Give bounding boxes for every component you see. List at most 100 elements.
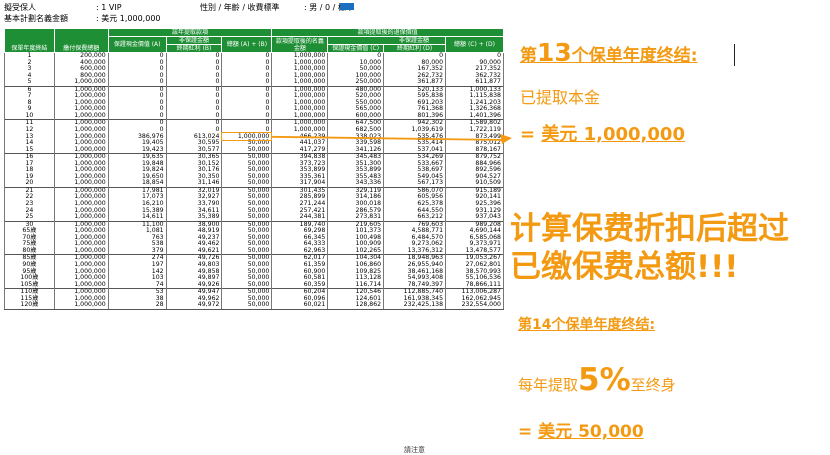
yearly-amount: = 美元 50,000 <box>518 422 644 442</box>
table-cell: 50,000 <box>221 194 273 202</box>
table-cell: 989,208 <box>445 220 504 229</box>
illustration-panel: 擬受保人 : 1 VIP 性別 / 年齡 / 收費標準 : 男 / 0 / 標準… <box>4 2 506 310</box>
table-cell: 394,838 <box>271 153 329 161</box>
table-cell: 1,000,000 <box>53 153 109 161</box>
table-row: 19 1,000,000 19,650 30,350 50,000 335,361 355,… <box>4 173 504 181</box>
table-row: 21 1,000,000 17,981 32,019 50,000 301,435 329,… <box>4 186 504 195</box>
table-cell: 0 <box>445 52 504 60</box>
table-cell: 0 <box>221 72 273 80</box>
table-cell: 120歲 <box>4 301 55 310</box>
table-cell: 892,596 <box>445 167 504 174</box>
table-cell: 1,000,000 <box>271 78 329 87</box>
table-row: 25 1,000,000 14,611 35,389 50,000 244,381 273,… <box>4 213 504 222</box>
table-cell: 1,000,000 <box>53 106 109 113</box>
insured-label: 擬受保人 <box>4 3 36 12</box>
table-cell: 285,899 <box>271 194 329 202</box>
table-cell: 1,000,000 <box>53 295 109 303</box>
table-cell: 1,000,000 <box>53 207 109 215</box>
table-cell: 62,963 <box>271 247 329 255</box>
table-cell: 50,000 <box>221 146 273 154</box>
table-cell: 1,000,000 <box>53 173 109 181</box>
table-cell: 1,000,000 <box>53 281 109 289</box>
table-row: 115歲 1,000,000 38 49,962 50,000 60,096 124,601… <box>4 295 504 303</box>
table-row: 80歲 1,000,000 379 49,621 50,000 62,963 102,265… <box>4 247 504 255</box>
table-cell: 1,000,000 <box>53 268 109 276</box>
table-cell: 50,000 <box>221 186 273 195</box>
table-cell: 90,000 <box>445 59 504 67</box>
table-cell: 884,966 <box>445 160 504 168</box>
table-cell: 1,000,000 <box>53 234 109 242</box>
table-cell: 1,000,000 <box>53 220 109 229</box>
table-cell: 1,000,000 <box>271 119 329 128</box>
table-row: 30 1,000,000 11,100 38,900 50,000 189,740 219,… <box>4 220 504 229</box>
gender-value: : 男 / 0 / 標準 <box>304 3 354 12</box>
table-cell: 1,000,000 <box>53 160 109 168</box>
col-cash-c: 保證現金價值 (C) <box>327 44 385 53</box>
table-cell: 600,000 <box>53 66 109 73</box>
table-cell: 0 <box>107 119 167 128</box>
table-cell: 162,062,945 <box>445 295 504 303</box>
table-cell: 1,000,000 <box>271 59 329 67</box>
table-cell: 50,000 <box>221 180 273 188</box>
table-cell: 0 <box>221 106 273 113</box>
col-premium: 繳付保費總額 <box>53 28 109 53</box>
table-row: 12 1,000,000 0 0 0 1,000,000 682,500 1,039,619 1… <box>4 126 504 134</box>
table-cell: 0 <box>165 119 223 128</box>
table-cell: 0 <box>221 126 273 134</box>
principal-amount: = 美元 1,000,000 <box>520 124 685 145</box>
table-cell: 271,244 <box>271 200 329 208</box>
table-cell: 78,866,111 <box>445 281 504 289</box>
table-cell: 317,904 <box>271 180 329 188</box>
table-cell: 400,000 <box>53 59 109 67</box>
table-cell: 301,435 <box>271 186 329 195</box>
text-cursor <box>734 44 735 66</box>
insured-value: : 1 VIP <box>96 3 122 12</box>
table-cell: 257,421 <box>271 207 329 215</box>
col-total-ab: 總額 (A) + (B) <box>221 36 273 53</box>
table-cell: 232,425,138 <box>383 301 447 310</box>
table-cell: 60,581 <box>271 274 329 282</box>
col-bonus-b: 終期紅利 (B) <box>165 44 223 53</box>
table-row: 16 1,000,000 19,635 30,365 50,000 394,838 345,… <box>4 153 504 161</box>
table-cell: 50,000 <box>221 167 273 174</box>
table-cell: 50,000 <box>221 207 273 215</box>
table-cell: 232,554,000 <box>445 301 504 310</box>
table-row: 100歲 1,000,000 103 49,897 50,000 60,581 113,12… <box>4 274 504 282</box>
table-cell: 1,401,396 <box>445 112 504 120</box>
table-cell: 1,000,000 <box>53 180 109 188</box>
ng-after: 非保證金額 <box>327 36 447 45</box>
table-cell: 1,000,000 <box>53 93 109 100</box>
table-row: 105歲 1,000,000 74 49,926 50,000 60,359 116,714… <box>4 281 504 289</box>
table-cell: 925,396 <box>445 200 504 208</box>
yearly-withdrawal-text: 每年提取5%至终身 <box>518 362 676 398</box>
headline: 计算保费折扣后超过 已缴保费总额!!! <box>510 211 789 285</box>
sum-value: : 美元 1,000,000 <box>96 14 161 23</box>
table-row: 5 1,000,000 0 0 0 1,000,000 250,000 361,877 611,… <box>4 78 504 87</box>
table-cell: 4,690,144 <box>445 228 504 235</box>
table-row: 22 1,000,000 17,073 32,927 50,000 285,899 314,… <box>4 194 504 202</box>
table-row: 3 600,000 0 0 0 1,000,000 50,000 167,352 217,352 <box>4 66 504 73</box>
table-cell: 50,000 <box>221 220 273 229</box>
table-cell: 1,000,000 <box>53 119 109 128</box>
table-row: 23 1,000,000 16,210 33,790 50,000 271,244 300,… <box>4 200 504 208</box>
table-row: 75歲 1,000,000 538 49,462 50,000 64,333 100,909… <box>4 241 504 248</box>
table-cell: 64,333 <box>271 241 329 248</box>
table-cell: 1,000,000 <box>53 247 109 255</box>
table-cell: 0 <box>107 85 167 94</box>
table-cell: 1,000,000 <box>53 274 109 282</box>
table-cell: 60,096 <box>271 295 329 303</box>
col-nominal: 款項提取後的名義金額 <box>271 36 329 53</box>
table-cell: 915,189 <box>445 186 504 195</box>
table-cell: 0 <box>107 78 167 87</box>
table-row: 2 400,000 0 0 0 1,000,000 10,000 80,000 90,000 <box>4 59 504 67</box>
table-cell: 1,000,000 <box>53 261 109 269</box>
table-cell: 50,000 <box>221 268 273 276</box>
table-cell: 13,478,577 <box>445 247 504 255</box>
ng-before: 非保證金額 <box>165 36 223 45</box>
table-cell: 0 <box>165 112 223 120</box>
table-row: 120歲 1,000,000 28 49,972 50,000 60,021 128,862… <box>4 301 504 310</box>
table-cell: 1,722,119 <box>445 126 504 134</box>
table-cell: 113,006,287 <box>445 288 504 296</box>
table-cell: 1,000,000 <box>53 301 109 310</box>
table-cell: 19,053,267 <box>445 254 504 262</box>
